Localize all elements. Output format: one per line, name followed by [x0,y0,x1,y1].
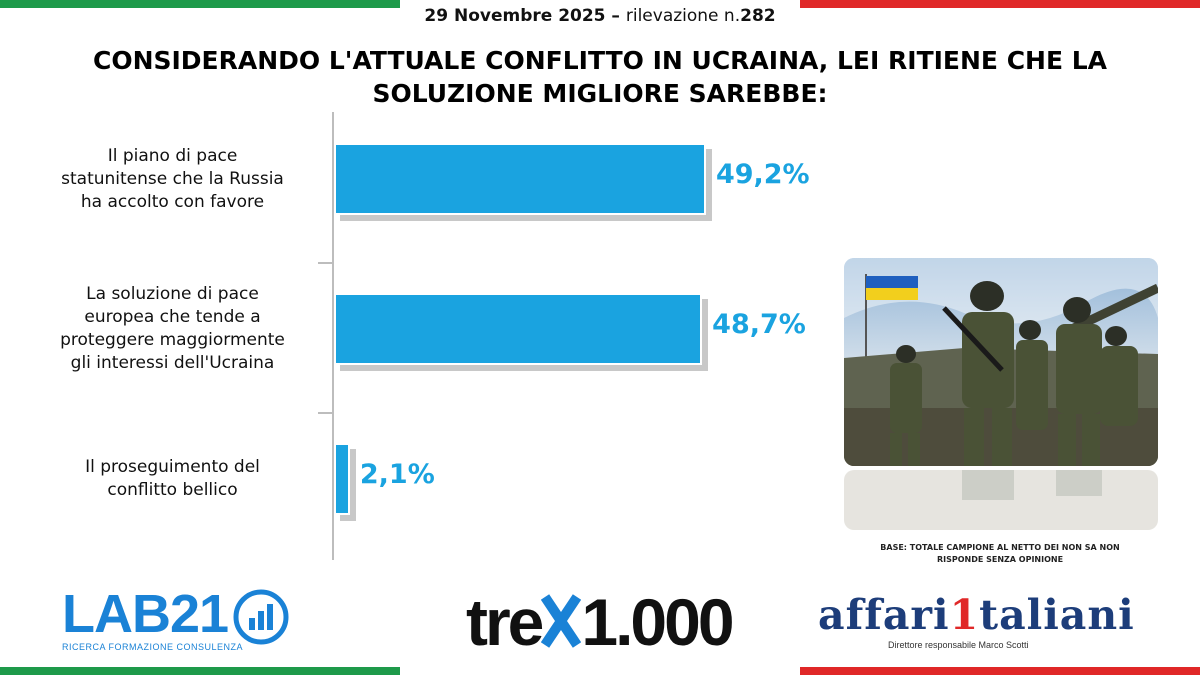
category-label: Il piano di pace statunitense che la Russ… [30,145,315,214]
category-label-line: La soluzione di pace [86,284,259,304]
y-axis-line [332,112,334,560]
category-label-line: gli interessi dell'Ucraina [70,353,275,373]
category-label-line: europea che tende a [84,307,261,327]
base-note-line2: RISPONDE SENZA OPINIONE [936,555,1064,564]
category-label-line: conflitto bellico [107,480,238,500]
date-separator: – [605,6,626,26]
lab21-logo: LAB21 RICERCA FORMAZIONE CONSULENZA [62,584,302,656]
trex-x-icon [541,588,582,668]
bar [334,143,706,215]
top-red-line [800,0,1200,8]
category-label-line: Il proseguimento del [85,457,260,477]
top-green-line [0,0,400,8]
bottom-red-line [800,667,1200,675]
base-note-line1: BASE: TOTALE CAMPIONE AL NETTO DEI NON S… [880,543,1120,552]
category-label-line: Il piano di pace [107,145,238,166]
trex-number: 1.000 [581,585,734,659]
affaritaliani-wordmark: affari1taliani [818,590,1135,640]
lab21-tagline: RICERCA FORMAZIONE CONSULENZA [62,642,244,652]
photo-reflection [844,470,1158,530]
base-note: BASE: TOTALE CAMPIONE AL NETTO DEI NON S… [880,542,1120,566]
axis-tick [318,412,332,414]
survey-number: 282 [740,6,776,26]
survey-date-line: 29 Novembre 2025 – rilevazione n.282 [0,6,1200,26]
survey-date: 29 Novembre 2025 [424,6,606,26]
bar [334,293,703,365]
lab21-chart-icon [233,589,289,645]
affaritaliani-tagline: Direttore responsabile Marco Scotti [888,640,1029,650]
affari-end: taliani [979,591,1135,639]
value-label: 49,2% [715,159,810,190]
category-label-line: ha accolto con favore [80,191,265,212]
category-label: Il proseguimento del conflitto bellico [30,456,315,502]
category-label: La soluzione di pace europea che tende a p… [30,283,315,375]
category-label-line: proteggere maggiormente [60,330,285,350]
lab21-wordmark: LAB21 [62,584,229,644]
bottom-green-line [0,667,400,675]
value-label: 48,7% [712,309,806,340]
trex-logo: tre 1.000 [466,582,756,662]
affaritaliani-logo: affari1taliani Direttore responsabile Ma… [818,590,1186,660]
trex-prefix: tre [466,585,544,659]
axis-tick [318,262,332,264]
affari-one: 1 [949,591,980,639]
trex-wordmark: tre 1.000 [466,582,735,662]
bar [334,443,350,515]
category-label-line: statunitense che la Russia [61,168,284,189]
survey-label: rilevazione n. [625,6,741,26]
chart-title: CONSIDERANDO L'ATTUALE CONFLITTO IN UCRA… [92,46,1108,108]
affari-part: affari [818,591,950,639]
value-label: 2,1% [359,459,435,490]
soldiers-photo [844,258,1158,466]
